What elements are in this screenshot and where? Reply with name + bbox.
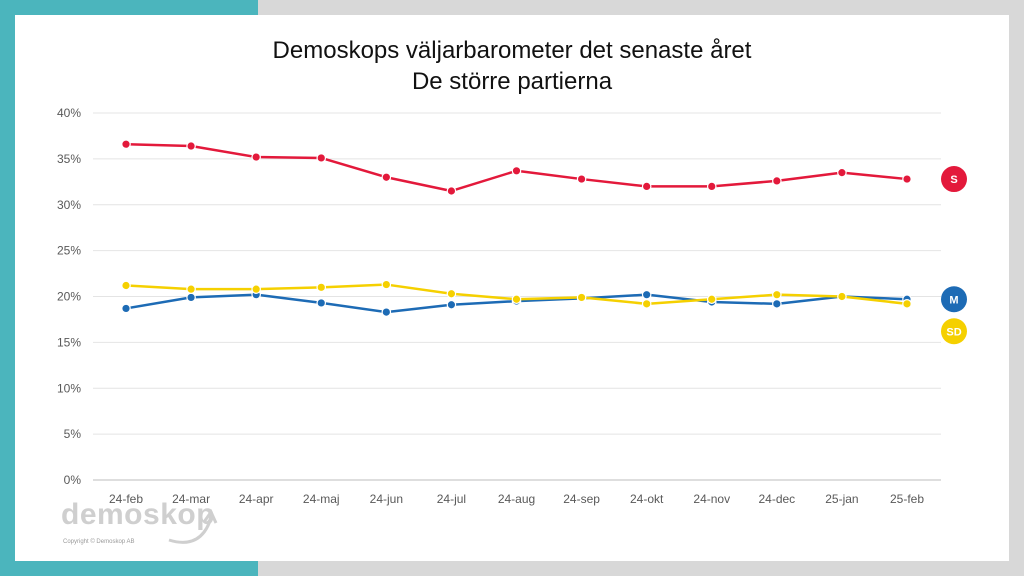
logo-wordmark: demoskop [61, 498, 216, 531]
data-point-sd [576, 292, 587, 303]
data-point-sd [706, 294, 717, 305]
data-point-s [837, 167, 847, 178]
data-point-sd [511, 294, 522, 305]
logo-arrow-icon [168, 508, 218, 544]
data-point-m [772, 299, 782, 309]
chart-title-line-2: De större partierna [411, 68, 613, 95]
chart-card: Demoskops väljarbarometer det senaste år… [15, 15, 1009, 561]
data-point-m [121, 303, 131, 314]
data-point-sd [837, 291, 847, 302]
series-badge-s [941, 166, 967, 193]
data-point-s [316, 153, 327, 163]
data-point-s [706, 181, 717, 192]
data-point-s [511, 166, 522, 176]
data-point-s [576, 174, 587, 184]
data-point-sd [186, 284, 196, 294]
x-tick-label: 24-aug [498, 492, 535, 506]
y-tick-label: 10% [57, 381, 81, 395]
data-point-m [641, 289, 652, 300]
x-tick-label: 24-mar [172, 492, 210, 506]
data-point-m [186, 292, 196, 303]
x-tick-label: 25-jan [825, 492, 858, 506]
data-point-sd [381, 279, 392, 290]
data-point-sd [251, 284, 261, 294]
y-tick-label: 40% [57, 106, 81, 120]
data-point-sd [446, 288, 457, 299]
y-tick-label: 0% [64, 473, 82, 487]
y-tick-label: 25% [57, 244, 81, 258]
data-point-sd [641, 299, 652, 309]
data-point-s [641, 181, 652, 192]
data-point-s [381, 172, 392, 183]
chart-title: Demoskops väljarbarometer det senaste år… [15, 35, 1009, 97]
x-tick-label: 24-okt [630, 492, 664, 506]
y-tick-label: 35% [57, 152, 81, 166]
chart-title-line-1: Demoskops väljarbarometer det senaste år… [272, 37, 752, 64]
data-point-sd [772, 289, 782, 300]
data-point-s [121, 139, 131, 149]
series-badge-sd [941, 318, 967, 345]
series-badge-label-sd: SD [946, 326, 961, 338]
x-tick-label: 24-jun [370, 492, 403, 506]
x-tick-label: 24-maj [303, 492, 340, 506]
data-point-sd [121, 280, 131, 291]
y-tick-label: 20% [57, 290, 81, 304]
data-point-s [902, 174, 912, 184]
line-chart: 0% 5% 10% 15% 20% 25% 30% 35% 40% 24-feb 24-mar 24-… [57, 106, 967, 506]
x-tick-label: 24-sep [563, 492, 600, 506]
y-tick-label: 15% [57, 335, 81, 349]
x-tick-label: 24-jul [437, 492, 466, 506]
logo-copyright: Copyright © Demoskop AB [63, 539, 135, 545]
data-point-m [381, 307, 392, 317]
data-point-s [186, 141, 196, 151]
data-point-s [446, 186, 457, 196]
x-tick-label: 24-dec [758, 492, 795, 506]
y-tick-label: 30% [57, 198, 81, 212]
data-point-m [446, 299, 457, 310]
x-tick-label: 24-nov [693, 492, 730, 506]
data-point-sd [902, 299, 912, 309]
y-tick-label: 5% [64, 427, 82, 441]
demoskop-logo: demoskop Copyright © Demoskop AB [61, 498, 221, 550]
series-badge-m [941, 286, 967, 313]
x-tick-label: 24-feb [109, 492, 143, 506]
x-tick-label: 25-feb [890, 492, 924, 506]
x-tick-label: 24-apr [239, 492, 274, 506]
data-point-m [316, 298, 327, 308]
data-point-s [251, 152, 261, 162]
series-badge-label-s: S [950, 174, 957, 186]
series-badge-label-m: M [949, 294, 958, 306]
data-point-sd [316, 282, 327, 293]
data-point-s [772, 176, 782, 186]
